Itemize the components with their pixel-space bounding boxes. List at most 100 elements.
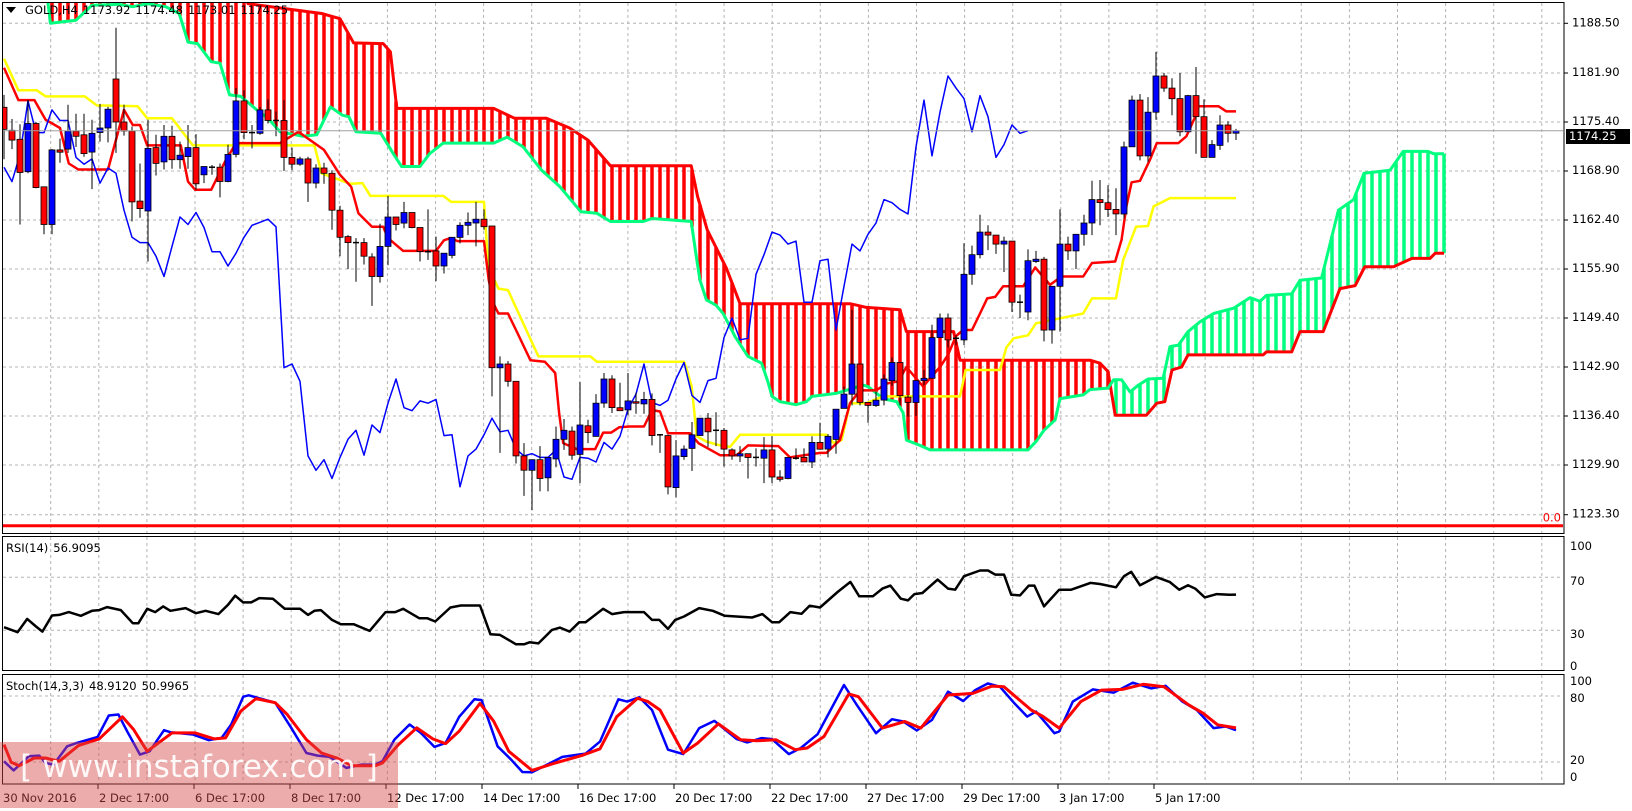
candle-body <box>328 172 336 211</box>
candle <box>408 212 416 229</box>
candle-body <box>696 417 704 436</box>
candle <box>816 422 824 450</box>
candle <box>56 138 64 163</box>
collapse-triangle-icon[interactable] <box>6 7 16 13</box>
candle-body <box>88 132 96 153</box>
time-tick-label: 5 Jan 17:00 <box>1155 791 1221 805</box>
watermark-bracket-left: [ <box>20 749 33 785</box>
candle-body <box>496 363 504 369</box>
candle-body <box>264 109 272 121</box>
candle-body <box>632 401 640 404</box>
candle-body <box>984 231 992 236</box>
candle <box>1208 140 1216 158</box>
candle-body <box>976 231 984 256</box>
candle <box>760 437 768 484</box>
candle <box>24 100 32 174</box>
candle-body <box>784 456 792 479</box>
candle <box>640 391 648 414</box>
candle-body <box>472 218 480 224</box>
rsi-tick-label: 70 <box>1570 574 1585 588</box>
candle-body <box>24 123 32 173</box>
candle <box>704 413 712 447</box>
candle-body <box>840 393 848 409</box>
candle <box>848 309 856 406</box>
candle-body <box>416 227 424 253</box>
candle <box>40 186 48 235</box>
watermark-logo: [ www.instaforex.com ] <box>0 742 398 808</box>
candle <box>520 443 528 496</box>
candle <box>128 126 136 222</box>
candle-body <box>824 435 832 450</box>
candle-body <box>848 363 856 395</box>
candle-body <box>160 135 168 163</box>
candle <box>1096 180 1104 226</box>
candle-body <box>808 441 816 463</box>
candle <box>1168 78 1176 116</box>
candle <box>312 164 320 189</box>
candle <box>592 394 600 437</box>
candle-body <box>1096 199 1104 204</box>
candle <box>384 195 392 266</box>
price-tick-label: 1136.40 <box>1572 408 1620 422</box>
candle <box>368 253 376 306</box>
candle <box>1000 236 1008 272</box>
candle <box>616 382 624 412</box>
candle-body <box>1168 87 1176 100</box>
candle <box>200 166 208 184</box>
candle-body <box>400 212 408 224</box>
time-tick-label: 16 Dec 17:00 <box>579 791 656 805</box>
candle-body <box>456 224 464 238</box>
candle-body <box>192 147 200 185</box>
candle <box>168 125 176 169</box>
candle <box>288 147 296 171</box>
stochastic-signal-line <box>3 682 1237 772</box>
price-tick-label: 1129.90 <box>1572 457 1620 471</box>
candle <box>1104 185 1112 217</box>
candle <box>576 382 584 484</box>
candle <box>400 201 408 229</box>
candle-body <box>1176 98 1184 133</box>
stochastic-label: Stoch(14,3,3) 48.9120 50.9965 <box>6 679 189 693</box>
candle <box>936 313 944 339</box>
candle-body <box>776 476 784 480</box>
candle-body <box>40 186 48 225</box>
candle-body <box>280 120 288 158</box>
candle <box>560 419 568 450</box>
candle <box>552 426 560 468</box>
candle <box>1024 249 1032 321</box>
candle-body <box>384 216 392 247</box>
candle-body <box>288 156 296 165</box>
candle <box>296 156 304 166</box>
candle <box>249 125 255 149</box>
candle <box>1136 94 1144 161</box>
time-tick-label: 30 Nov 2016 <box>3 791 77 805</box>
chart-header: GOLD,H4 1173.92 1174.48 1173.01 1174.25 <box>6 3 288 17</box>
time-tick-label: 6 Dec 17:00 <box>195 791 265 805</box>
candle-body <box>600 378 608 404</box>
candle <box>568 426 576 460</box>
candle-body <box>296 158 304 165</box>
candle-body <box>488 225 496 369</box>
candle <box>464 212 472 236</box>
candle <box>1080 214 1088 246</box>
candle <box>680 445 688 460</box>
candle <box>1184 94 1192 133</box>
candle-body <box>136 200 144 210</box>
time-tick-label: 3 Jan 17:00 <box>1059 791 1125 805</box>
candle <box>784 456 792 480</box>
candle-body <box>320 167 328 174</box>
candle-body <box>608 378 616 409</box>
candle <box>1112 188 1120 236</box>
candle <box>80 113 88 157</box>
candle <box>512 380 520 464</box>
candle-body <box>672 455 680 488</box>
candle <box>776 470 784 482</box>
main-overlays: 0.0 <box>3 130 1563 528</box>
candle <box>1120 141 1128 219</box>
candle-body <box>336 209 344 238</box>
candle <box>880 374 888 406</box>
rsi-value: 56.9095 <box>53 541 101 555</box>
price-tick-label: 1181.90 <box>1572 65 1620 79</box>
candle <box>176 141 184 169</box>
